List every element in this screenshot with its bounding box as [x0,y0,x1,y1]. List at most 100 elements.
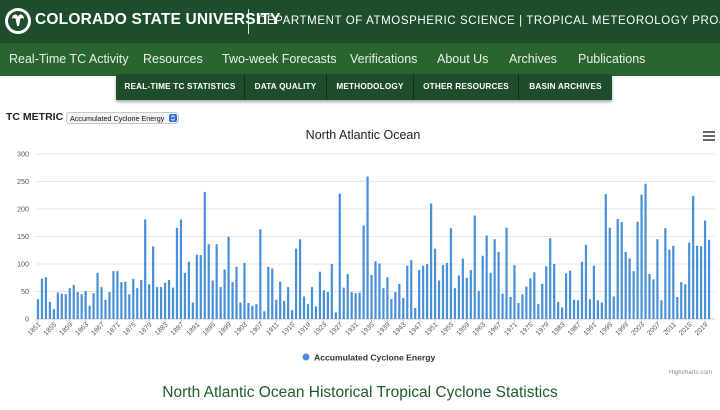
nav-item-publications[interactable]: Publications [578,52,646,66]
bar-1988[interactable] [580,261,584,319]
bar-1904[interactable] [247,303,250,319]
bar-2020[interactable] [707,239,711,319]
bar-1926[interactable] [334,312,337,319]
bar-2019[interactable] [703,220,707,319]
nav-item-resources[interactable]: Resources [143,52,203,66]
bar-1935[interactable] [370,275,373,319]
bar-1982[interactable] [557,301,560,319]
bar-1954[interactable] [445,262,449,319]
subnav-item-methodology[interactable]: METHODOLOGY [336,82,404,91]
bar-2000[interactable] [628,258,631,320]
bar-2009[interactable] [664,228,667,319]
bar-1944[interactable] [406,265,409,319]
bar-1978[interactable] [541,283,544,319]
bar-1941[interactable] [394,292,397,319]
bar-2016[interactable] [692,195,695,319]
legend-label[interactable]: Accumulated Cyclone Energy [314,353,436,363]
bar-2018[interactable] [699,246,703,319]
bar-1854[interactable] [48,301,52,319]
bar-1953[interactable] [441,265,445,319]
subnav-item-basin-archives[interactable]: BASIN ARCHIVES [529,82,602,91]
bar-1921[interactable] [314,306,318,319]
bar-1881[interactable] [156,287,159,319]
bar-1873[interactable] [124,281,127,319]
bar-1879[interactable] [148,284,151,319]
bar-1971[interactable] [513,265,516,319]
bar-1956[interactable] [453,288,457,319]
bar-2014[interactable] [684,284,687,319]
bar-1899[interactable] [227,236,230,320]
bar-1855[interactable] [52,309,55,319]
bar-1858[interactable] [64,294,67,319]
bar-1920[interactable] [310,287,314,319]
bar-1967[interactable] [497,251,500,319]
bar-1877[interactable] [140,279,143,319]
bar-1861[interactable] [76,292,79,319]
bar-1955[interactable] [449,228,453,319]
bar-1900[interactable] [231,282,234,319]
bar-1890[interactable] [191,302,194,320]
bar-1869[interactable] [108,292,111,319]
bar-1867[interactable] [100,287,103,319]
bar-1871[interactable] [116,271,119,319]
bar-1860[interactable] [72,284,75,319]
bar-1980[interactable] [549,238,552,319]
bar-1880[interactable] [152,246,155,319]
bar-1937[interactable] [378,263,381,319]
bar-1993[interactable] [600,302,603,320]
bar-1945[interactable] [410,260,413,319]
bar-1966[interactable] [493,239,496,319]
bar-1994[interactable] [604,194,607,319]
bar-1906[interactable] [255,304,258,319]
bar-1870[interactable] [112,271,115,319]
bar-1875[interactable] [132,278,135,319]
bar-1915[interactable] [291,310,294,319]
bar-1913[interactable] [283,300,286,319]
bar-1992[interactable] [596,300,599,319]
university-name[interactable]: COLORADO STATE UNIVERSITY [35,11,281,28]
bar-1895[interactable] [211,280,214,320]
bar-2001[interactable] [632,271,635,319]
bar-1940[interactable] [390,299,393,319]
bar-1882[interactable] [159,287,163,319]
bar-1998[interactable] [620,222,623,319]
bar-1962[interactable] [477,290,480,319]
bar-1905[interactable] [251,305,254,319]
bar-1865[interactable] [92,293,95,319]
nav-item-about-us[interactable]: About Us [437,52,489,66]
bar-1864[interactable] [88,305,91,319]
bar-1958[interactable] [461,258,464,320]
bar-1897[interactable] [219,287,222,319]
bar-1999[interactable] [624,251,627,319]
hamburger-menu-icon[interactable] [703,131,715,141]
bar-2005[interactable] [648,273,651,319]
bar-1931[interactable] [354,293,357,319]
bar-1965[interactable] [489,272,492,319]
bar-1930[interactable] [350,292,353,319]
bar-1959[interactable] [465,277,468,319]
nav-item-archives[interactable]: Archives [509,52,557,66]
bar-2017[interactable] [696,245,699,319]
bar-2007[interactable] [656,239,659,319]
bar-1866[interactable] [96,272,99,319]
bar-1902[interactable] [239,302,242,320]
department-name[interactable]: DEPARTMENT OF ATMOSPHERIC SCIENCE | TROP… [258,15,720,27]
bar-1942[interactable] [398,283,401,319]
bar-1885[interactable] [171,287,175,319]
bar-1896[interactable] [215,244,218,319]
bar-1884[interactable] [167,279,171,319]
bar-1917[interactable] [298,239,302,319]
bar-1916[interactable] [294,248,298,319]
bar-1853[interactable] [44,277,48,319]
bar-1985[interactable] [568,270,572,319]
bar-1887[interactable] [179,219,183,319]
subnav-item-real-time-tc-statistics[interactable]: REAL-TIME TC STATISTICS [124,82,236,91]
bar-1898[interactable] [223,269,226,320]
bar-1911[interactable] [275,299,278,319]
bar-1928[interactable] [342,287,345,319]
bar-1934[interactable] [366,176,369,319]
bar-2015[interactable] [688,242,691,319]
bar-1878[interactable] [144,219,147,319]
nav-item-verifications[interactable]: Verifications [350,52,418,66]
bar-1974[interactable] [525,286,528,319]
